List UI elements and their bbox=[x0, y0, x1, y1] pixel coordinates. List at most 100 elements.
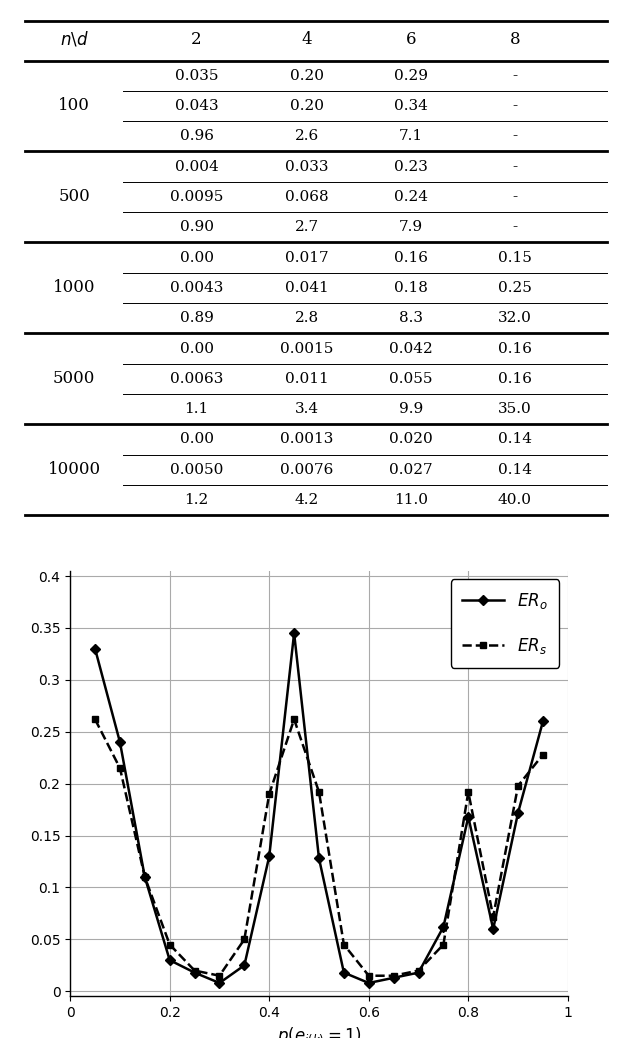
Text: 0.00: 0.00 bbox=[179, 433, 214, 446]
$ER_s$ bbox=[265, 788, 273, 800]
Text: 0.011: 0.011 bbox=[285, 372, 329, 386]
Text: 0.042: 0.042 bbox=[389, 342, 433, 356]
$ER_o$ bbox=[365, 977, 373, 989]
Text: 0.041: 0.041 bbox=[285, 281, 329, 295]
$ER_o$ bbox=[141, 871, 149, 883]
$ER_o$ bbox=[265, 850, 273, 863]
Text: 0.14: 0.14 bbox=[498, 433, 532, 446]
Text: 0.0015: 0.0015 bbox=[280, 342, 334, 356]
$ER_o$ bbox=[464, 811, 472, 823]
Text: 1.1: 1.1 bbox=[184, 402, 209, 416]
$ER_s$ bbox=[390, 969, 397, 982]
Text: 0.0095: 0.0095 bbox=[170, 190, 223, 203]
Text: 0.027: 0.027 bbox=[389, 463, 433, 476]
$ER_s$ bbox=[241, 933, 248, 946]
Text: 2: 2 bbox=[191, 31, 202, 48]
Text: $n\backslash d$: $n\backslash d$ bbox=[59, 30, 89, 49]
$ER_s$ bbox=[290, 713, 298, 726]
Text: 0.035: 0.035 bbox=[175, 69, 218, 83]
Text: 0.16: 0.16 bbox=[394, 250, 428, 265]
$ER_o$ bbox=[315, 852, 323, 865]
$ER_o$ bbox=[440, 921, 447, 933]
Text: 0.16: 0.16 bbox=[498, 372, 532, 386]
Text: 0.23: 0.23 bbox=[394, 160, 428, 173]
$ER_s$ bbox=[489, 910, 497, 923]
Text: 0.004: 0.004 bbox=[175, 160, 218, 173]
$ER_o$ bbox=[241, 959, 248, 972]
$ER_o$ bbox=[166, 954, 174, 966]
X-axis label: $p(e_{i(k)}=1)$: $p(e_{i(k)}=1)$ bbox=[276, 1026, 362, 1038]
$ER_s$ bbox=[365, 969, 373, 982]
Text: -: - bbox=[512, 69, 517, 83]
Text: 0.34: 0.34 bbox=[394, 99, 428, 113]
Text: -: - bbox=[512, 99, 517, 113]
$ER_s$ bbox=[340, 938, 348, 951]
$ER_o$ bbox=[116, 736, 124, 748]
$ER_s$ bbox=[166, 938, 174, 951]
Text: 100: 100 bbox=[58, 98, 90, 114]
Legend: $ER_o$, $ER_s$: $ER_o$, $ER_s$ bbox=[450, 579, 560, 667]
$ER_o$ bbox=[191, 966, 198, 979]
Text: 35.0: 35.0 bbox=[498, 402, 532, 416]
Text: 4: 4 bbox=[301, 31, 312, 48]
$ER_s$ bbox=[539, 748, 547, 761]
$ER_o$ bbox=[340, 966, 348, 979]
Text: 0.89: 0.89 bbox=[179, 311, 214, 325]
$ER_o$ bbox=[415, 966, 422, 979]
$ER_s$ bbox=[116, 762, 124, 774]
Text: 8: 8 bbox=[510, 31, 521, 48]
Text: 0.20: 0.20 bbox=[290, 99, 323, 113]
Text: 2.8: 2.8 bbox=[295, 311, 319, 325]
$ER_s$ bbox=[464, 786, 472, 798]
Text: 0.25: 0.25 bbox=[498, 281, 532, 295]
Text: 0.068: 0.068 bbox=[285, 190, 329, 203]
Text: 0.14: 0.14 bbox=[498, 463, 532, 476]
Text: 10000: 10000 bbox=[47, 461, 101, 479]
Text: 0.0076: 0.0076 bbox=[280, 463, 334, 476]
Text: 0.18: 0.18 bbox=[394, 281, 428, 295]
Line: $ER_o$: $ER_o$ bbox=[92, 630, 546, 986]
$ER_s$ bbox=[141, 871, 149, 883]
Text: 0.15: 0.15 bbox=[498, 250, 532, 265]
Text: 0.033: 0.033 bbox=[285, 160, 329, 173]
Text: 2.6: 2.6 bbox=[295, 130, 319, 143]
Text: 4.2: 4.2 bbox=[295, 493, 319, 508]
Text: 0.055: 0.055 bbox=[389, 372, 433, 386]
Text: 8.3: 8.3 bbox=[399, 311, 423, 325]
Text: 0.00: 0.00 bbox=[179, 250, 214, 265]
Text: 0.020: 0.020 bbox=[389, 433, 433, 446]
Text: 7.1: 7.1 bbox=[399, 130, 423, 143]
Text: 0.20: 0.20 bbox=[290, 69, 323, 83]
Text: 5000: 5000 bbox=[53, 371, 95, 387]
Line: $ER_s$: $ER_s$ bbox=[92, 716, 546, 979]
Text: 6: 6 bbox=[406, 31, 416, 48]
Text: 500: 500 bbox=[58, 189, 90, 206]
$ER_s$ bbox=[216, 969, 223, 982]
Text: 32.0: 32.0 bbox=[498, 311, 532, 325]
Text: 7.9: 7.9 bbox=[399, 220, 423, 235]
Text: 3.4: 3.4 bbox=[295, 402, 319, 416]
Text: 11.0: 11.0 bbox=[394, 493, 428, 508]
Text: 2.7: 2.7 bbox=[295, 220, 319, 235]
Text: 0.0063: 0.0063 bbox=[170, 372, 223, 386]
$ER_s$ bbox=[415, 964, 422, 977]
Text: 0.00: 0.00 bbox=[179, 342, 214, 356]
Text: -: - bbox=[512, 130, 517, 143]
Text: 0.90: 0.90 bbox=[179, 220, 214, 235]
Text: 0.24: 0.24 bbox=[394, 190, 428, 203]
Text: 1000: 1000 bbox=[53, 279, 95, 297]
$ER_o$ bbox=[290, 627, 298, 639]
$ER_s$ bbox=[514, 780, 522, 792]
$ER_o$ bbox=[514, 807, 522, 819]
$ER_o$ bbox=[216, 977, 223, 989]
$ER_o$ bbox=[539, 715, 547, 728]
Text: 0.96: 0.96 bbox=[179, 130, 214, 143]
$ER_s$ bbox=[191, 964, 198, 977]
$ER_s$ bbox=[440, 938, 447, 951]
$ER_s$ bbox=[91, 713, 99, 726]
Text: 1.2: 1.2 bbox=[184, 493, 209, 508]
$ER_s$ bbox=[315, 786, 323, 798]
Text: 9.9: 9.9 bbox=[399, 402, 423, 416]
Text: -: - bbox=[512, 160, 517, 173]
Text: 0.0013: 0.0013 bbox=[280, 433, 334, 446]
